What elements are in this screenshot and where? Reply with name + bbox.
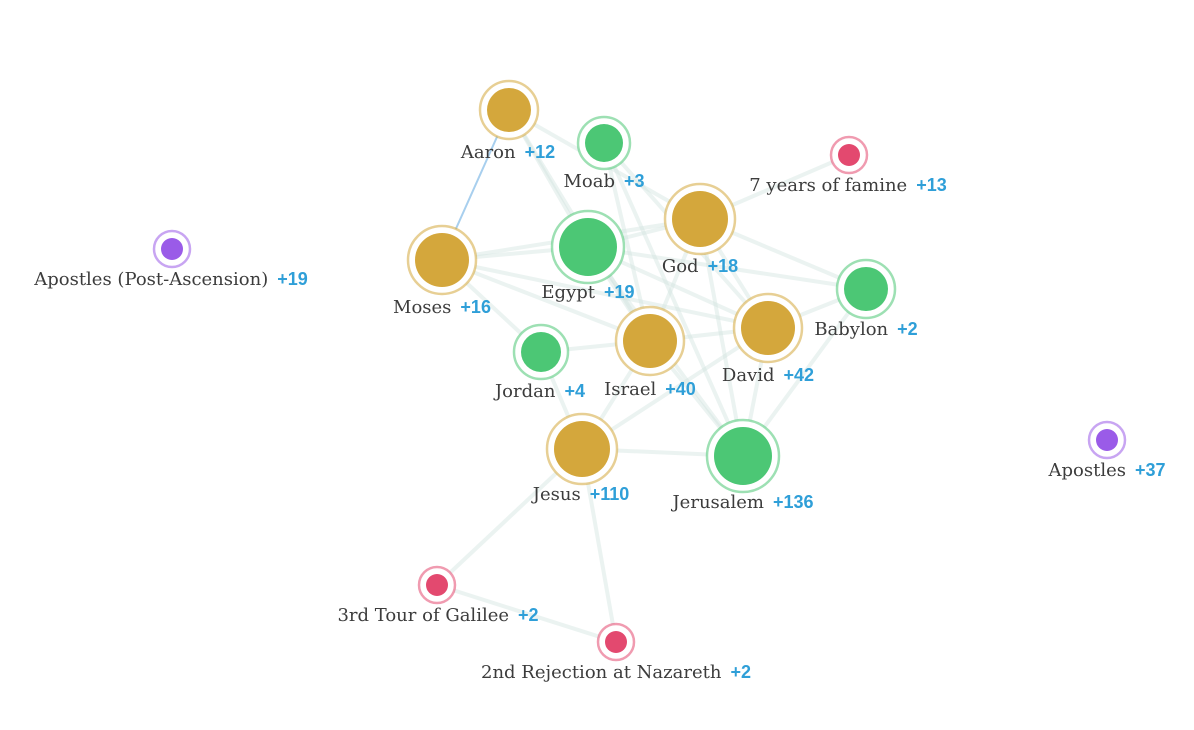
node-dot bbox=[1096, 429, 1118, 451]
node-label: Jesus +110 bbox=[531, 484, 630, 505]
node-babylon[interactable]: Babylon +2 bbox=[814, 258, 918, 340]
edge-god-jerusalem bbox=[698, 217, 745, 458]
node-name: Jerusalem bbox=[670, 492, 764, 513]
edge-moses-israel bbox=[440, 258, 652, 343]
node-famine[interactable]: 7 years of famine +13 bbox=[749, 135, 947, 196]
node-label: David +42 bbox=[722, 365, 814, 386]
node-name: Babylon bbox=[814, 319, 888, 340]
node-name: Moab bbox=[563, 171, 615, 192]
node-count: +2 bbox=[518, 605, 539, 625]
node-label: Israel +40 bbox=[604, 379, 696, 400]
node-name: Jordan bbox=[493, 381, 556, 402]
node-count: +12 bbox=[525, 142, 556, 162]
node-apostles-post[interactable]: Apostles (Post-Ascension) +19 bbox=[33, 229, 308, 290]
node-israel[interactable]: Israel +40 bbox=[604, 305, 696, 400]
node-dot bbox=[487, 88, 531, 132]
node-dot bbox=[426, 574, 448, 596]
edge-moses-david bbox=[440, 258, 770, 330]
node-count: +3 bbox=[624, 171, 645, 191]
node-layer: Aaron +12 Moab +3 7 years of famine +13 Apostl… bbox=[33, 79, 1166, 683]
node-david[interactable]: David +42 bbox=[722, 292, 814, 386]
node-name: God bbox=[662, 256, 699, 277]
node-aaron[interactable]: Aaron +12 bbox=[460, 79, 555, 163]
node-count: +136 bbox=[773, 492, 814, 512]
node-name: Apostles bbox=[1047, 460, 1125, 481]
node-dot bbox=[415, 233, 469, 287]
node-god[interactable]: God +18 bbox=[662, 182, 738, 277]
node-name: Moses bbox=[393, 297, 451, 318]
edge-egypt-babylon bbox=[586, 245, 868, 291]
node-moses[interactable]: Moses +16 bbox=[393, 224, 491, 318]
node-count: +18 bbox=[708, 256, 739, 276]
node-label: Aaron +12 bbox=[460, 142, 555, 163]
node-apostles[interactable]: Apostles +37 bbox=[1047, 420, 1166, 481]
node-egypt[interactable]: Egypt +19 bbox=[541, 209, 635, 303]
node-dot bbox=[554, 421, 610, 477]
node-label: Jerusalem +136 bbox=[670, 492, 813, 513]
node-dot bbox=[559, 218, 617, 276]
node-label: 3rd Tour of Galilee +2 bbox=[337, 605, 538, 626]
node-label: Moab +3 bbox=[563, 171, 644, 192]
edge-moab-jerusalem bbox=[602, 141, 745, 458]
node-dot bbox=[838, 144, 860, 166]
node-label: 7 years of famine +13 bbox=[749, 175, 947, 196]
node-dot bbox=[714, 427, 772, 485]
node-count: +42 bbox=[784, 365, 815, 385]
node-jesus[interactable]: Jesus +110 bbox=[531, 412, 630, 505]
node-name: Israel bbox=[604, 379, 656, 400]
node-dot bbox=[585, 124, 623, 162]
node-count: +19 bbox=[277, 269, 308, 289]
node-count: +13 bbox=[916, 175, 947, 195]
node-dot bbox=[623, 314, 677, 368]
edge-galilee-nazareth bbox=[435, 583, 618, 644]
node-name: 3rd Tour of Galilee bbox=[337, 605, 509, 626]
node-count: +110 bbox=[590, 484, 630, 504]
edge-david-jesus bbox=[580, 326, 770, 451]
node-nazareth[interactable]: 2nd Rejection at Nazareth +2 bbox=[481, 622, 751, 683]
node-dot bbox=[605, 631, 627, 653]
node-dot bbox=[741, 301, 795, 355]
node-count: +4 bbox=[564, 381, 585, 401]
node-dot bbox=[844, 267, 888, 311]
node-jordan[interactable]: Jordan +4 bbox=[493, 323, 585, 402]
node-galilee[interactable]: 3rd Tour of Galilee +2 bbox=[337, 565, 539, 626]
node-label: God +18 bbox=[662, 256, 738, 277]
node-name: Aaron bbox=[460, 142, 516, 163]
node-moab[interactable]: Moab +3 bbox=[563, 115, 645, 192]
node-dot bbox=[161, 238, 183, 260]
node-count: +37 bbox=[1135, 460, 1166, 480]
node-label: 2nd Rejection at Nazareth +2 bbox=[481, 662, 751, 683]
node-label: Babylon +2 bbox=[814, 319, 917, 340]
node-dot bbox=[521, 332, 561, 372]
node-name: 2nd Rejection at Nazareth bbox=[481, 662, 722, 683]
node-count: +19 bbox=[604, 282, 635, 302]
node-count: +16 bbox=[460, 297, 491, 317]
node-label: Apostles (Post-Ascension) +19 bbox=[33, 269, 308, 290]
node-name: Egypt bbox=[541, 282, 595, 303]
node-label: Jordan +4 bbox=[493, 381, 585, 402]
node-name: Jesus bbox=[531, 484, 581, 505]
node-label: Egypt +19 bbox=[541, 282, 634, 303]
node-label: Apostles +37 bbox=[1047, 460, 1165, 481]
node-count: +40 bbox=[665, 379, 696, 399]
node-jerusalem[interactable]: Jerusalem +136 bbox=[670, 418, 814, 513]
node-count: +2 bbox=[730, 662, 751, 682]
node-name: Apostles (Post-Ascension) bbox=[33, 269, 268, 290]
node-name: 7 years of famine bbox=[749, 175, 907, 196]
node-label: Moses +16 bbox=[393, 297, 491, 318]
node-dot bbox=[672, 191, 728, 247]
node-count: +2 bbox=[897, 319, 918, 339]
node-name: David bbox=[722, 365, 775, 386]
